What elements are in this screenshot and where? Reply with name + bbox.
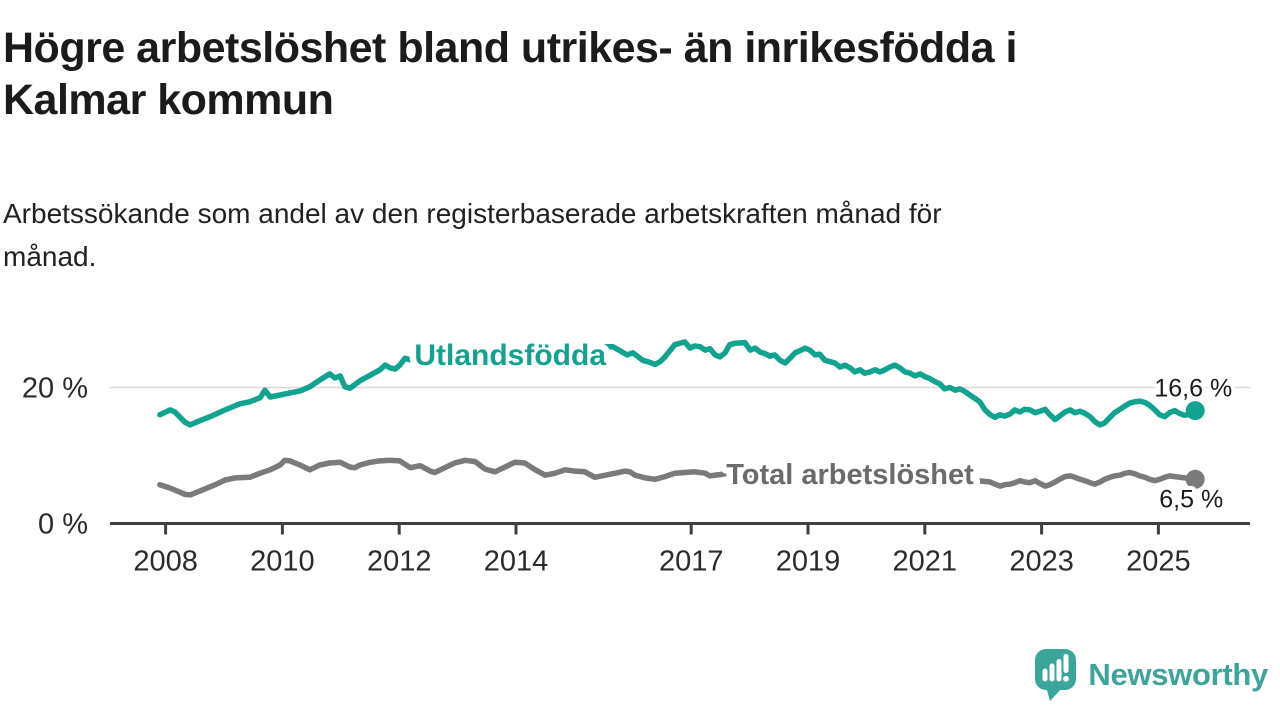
series-label-utlandsfodda: Utlandsfödda [414,339,606,372]
end-value-label-utlandsfodda: 16,6 % [1154,375,1232,403]
x-tick-label-2023: 2023 [1009,546,1074,578]
end-value-label-total: 6,5 % [1159,485,1223,513]
y-tick-label-0: 0 % [38,509,88,541]
end-dot-total [1185,469,1205,489]
x-tick-label-2019: 2019 [776,546,841,578]
series-label-total: Total arbetslöshet [726,459,974,491]
chart-subtitle: Arbetssökande som andel av den registerb… [3,198,942,272]
end-dot-utlandsfodda [1185,401,1205,421]
y-tick-label-20: 20 % [22,373,88,405]
x-tick-label-2010: 2010 [250,546,315,578]
x-tick-label-2025: 2025 [1126,546,1191,578]
chart-title: Högre arbetslöshet bland utrikes- än inr… [3,24,1017,125]
logo-bar-small [1042,668,1048,682]
x-tick-label-2014: 2014 [484,546,549,578]
x-tick-label-2021: 2021 [893,546,958,578]
x-tick-label-2008: 2008 [133,546,198,578]
series-line-total [157,457,1198,498]
logo-exclamation-bar [1063,654,1069,673]
newsworthy-branding[interactable]: Newsworthy [1034,648,1268,702]
newsworthy-logo-text: Newsworthy [1088,657,1268,692]
newsworthy-logo-icon [1035,649,1077,701]
series-line-utlandsfodda [157,339,1198,428]
logo-bubble-tail [1046,687,1064,701]
logo-bar-medium [1049,663,1055,682]
x-tick-label-2012: 2012 [367,546,432,578]
logo-bubble [1035,649,1077,690]
logo-bar-tall [1056,659,1062,682]
logo-exclamation-dot [1063,675,1070,682]
x-tick-label-2017: 2017 [659,546,724,578]
